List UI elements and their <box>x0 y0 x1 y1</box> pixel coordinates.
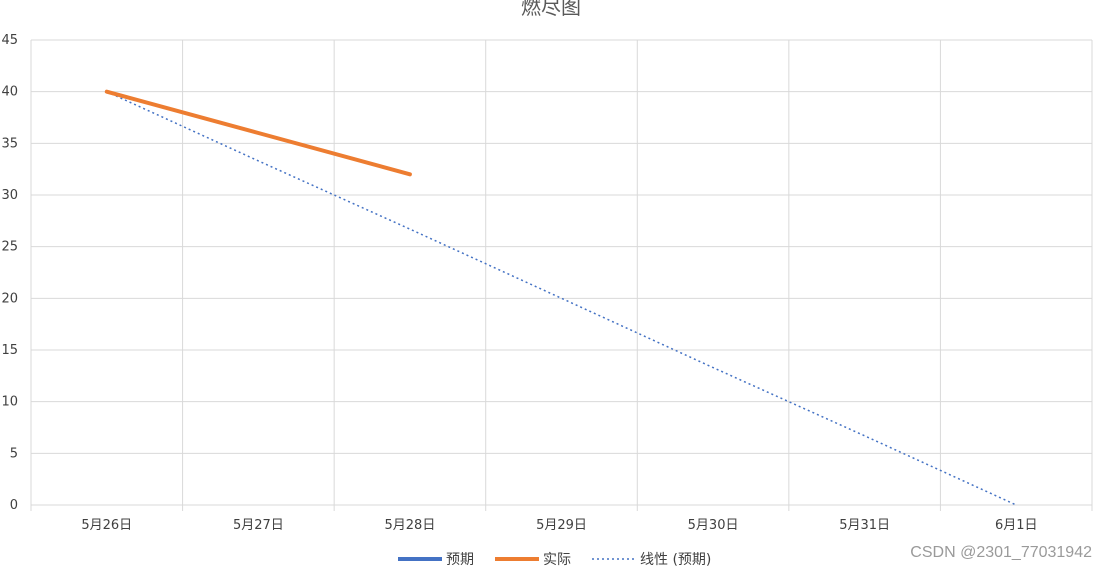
plot-area <box>104 89 1017 506</box>
watermark: CSDN @2301_77031942 <box>910 544 1092 561</box>
y-tick-label: 0 <box>10 498 18 513</box>
x-tick-label: 5月28日 <box>385 518 436 533</box>
grid <box>30 39 1093 506</box>
y-tick-label: 25 <box>1 240 18 255</box>
legend-label: 实际 <box>543 552 571 568</box>
legend-item-expected: 预期 <box>398 552 474 568</box>
chart-title: 燃尽图 <box>521 0 581 19</box>
x-tick-label: 5月27日 <box>233 518 284 533</box>
y-tick-label: 40 <box>1 85 18 100</box>
y-axis: 0 5 10 15 20 25 30 35 40 45 <box>1 33 18 513</box>
trendline-expected <box>106 91 1017 506</box>
y-tick-label: 5 <box>10 446 18 461</box>
legend-item-actual: 实际 <box>495 552 571 568</box>
y-tick-label: 35 <box>1 136 18 151</box>
y-tick-label: 45 <box>1 33 18 48</box>
x-tick-label: 6月1日 <box>995 518 1038 533</box>
y-tick-label: 20 <box>1 291 18 306</box>
legend: 预期 实际 线性 (预期) <box>398 552 711 568</box>
y-tick-label: 30 <box>1 188 18 203</box>
x-tick-label: 5月29日 <box>536 518 587 533</box>
y-tick-label: 15 <box>1 343 18 358</box>
legend-label: 预期 <box>446 552 474 568</box>
x-tick-label: 5月26日 <box>81 518 132 533</box>
x-tick-label: 5月30日 <box>688 518 739 533</box>
legend-item-trendline: 线性 (预期) <box>592 552 711 568</box>
y-tick-label: 10 <box>1 395 18 410</box>
legend-label: 线性 (预期) <box>640 552 711 568</box>
x-tick-label: 5月31日 <box>839 518 890 533</box>
x-axis: 5月26日 5月27日 5月28日 5月29日 5月30日 5月31日 6月1日 <box>30 505 1093 533</box>
series-line-actual <box>104 89 412 177</box>
